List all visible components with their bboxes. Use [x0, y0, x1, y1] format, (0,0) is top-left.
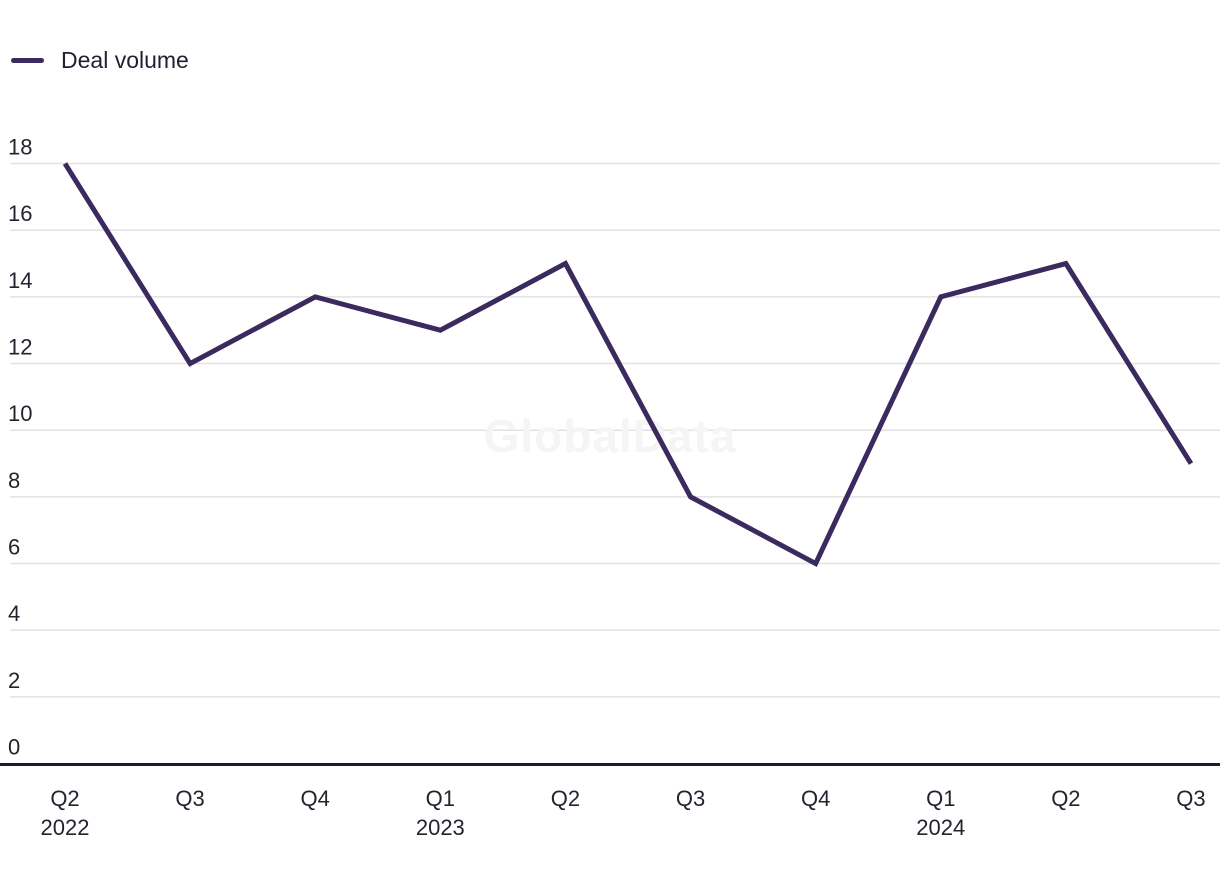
legend: Deal volume	[11, 49, 189, 72]
legend-label: Deal volume	[61, 47, 189, 73]
x-year-label: 2024	[916, 815, 965, 840]
y-tick-label: 0	[8, 735, 20, 760]
y-tick-label: 10	[8, 401, 32, 426]
x-tick-label: Q3	[175, 786, 204, 811]
x-tick-label: Q2	[1051, 786, 1080, 811]
x-tick-label: Q4	[301, 786, 330, 811]
y-tick-label: 14	[8, 268, 32, 293]
x-tick-label: Q1	[426, 786, 455, 811]
x-tick-label: Q4	[801, 786, 830, 811]
y-tick-label: 16	[8, 201, 32, 226]
y-tick-label: 6	[8, 535, 20, 560]
x-year-label: 2022	[41, 815, 90, 840]
deal-volume-line	[62, 162, 1194, 567]
y-tick-label: 8	[8, 468, 20, 493]
y-tick-label: 12	[8, 335, 32, 360]
x-tick-label: Q3	[676, 786, 705, 811]
y-tick-label: 2	[8, 668, 20, 693]
x-tick-label: Q1	[926, 786, 955, 811]
x-tick-label: Q2	[551, 786, 580, 811]
x-tick-label: Q3	[1176, 786, 1205, 811]
x-tick-label: Q2	[50, 786, 79, 811]
legend-line-swatch	[11, 58, 44, 63]
y-tick-label: 4	[8, 601, 20, 626]
y-tick-label: 18	[8, 135, 32, 160]
watermark: GlobalData	[484, 410, 737, 462]
x-year-label: 2023	[416, 815, 465, 840]
